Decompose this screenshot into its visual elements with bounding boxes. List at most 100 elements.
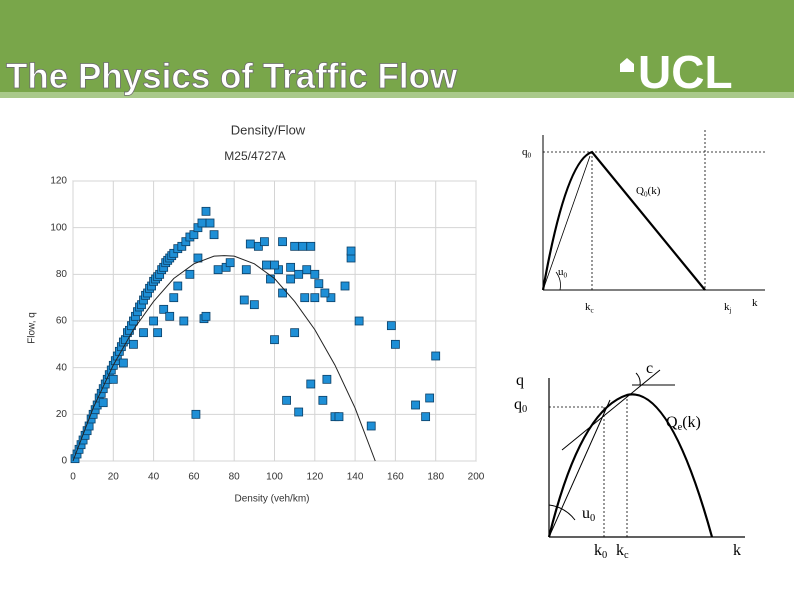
scatter-point (205, 218, 215, 228)
y-tick-label: 0 (61, 456, 67, 467)
scatter-point (153, 328, 163, 338)
label-base: q (514, 396, 522, 413)
label-suffix: (k) (682, 414, 701, 431)
scatter-point (118, 358, 128, 368)
diagram-label: u0 (558, 266, 568, 279)
scatter-point (421, 412, 431, 422)
scatter-point (253, 241, 263, 251)
scatter-point (241, 265, 251, 275)
scatter-point (390, 339, 400, 349)
fit-curve (72, 255, 376, 462)
scatter-point (262, 260, 271, 270)
scatter-point (318, 395, 328, 405)
x-tick-label: 80 (229, 472, 241, 483)
scatter-point (310, 293, 320, 303)
label-base: Q (666, 414, 678, 431)
scatter-point (322, 374, 332, 384)
scatter-point (300, 293, 310, 303)
scatter-point (201, 206, 211, 216)
diagram-label: k0 (594, 542, 607, 562)
scatter-point (290, 328, 300, 338)
label-base: c (646, 360, 653, 377)
x-axis-label: Density (veh/km) (234, 494, 309, 505)
secant-line (548, 399, 611, 538)
angle-arc (635, 372, 641, 386)
diagram-label: kj (724, 301, 732, 314)
scatter-point (306, 241, 316, 251)
header-stripe (0, 92, 794, 98)
label-subscript: 0 (602, 550, 607, 561)
scatter-point (340, 281, 350, 291)
scatter-point (302, 265, 312, 275)
scatter-point (185, 269, 195, 279)
x-tick-label: 200 (468, 472, 485, 483)
y-tick-label: 80 (56, 269, 68, 280)
label-subscript: 0 (590, 513, 595, 524)
label-subscript: c (624, 550, 629, 561)
x-tick-label: 20 (108, 472, 120, 483)
diagram-label: Qe(k) (666, 414, 701, 434)
scatter-point (334, 412, 344, 422)
scatter-point (298, 241, 308, 251)
label-base: k (724, 301, 730, 313)
label-base: u (558, 266, 564, 278)
scatter-point (173, 281, 183, 291)
scatter-point (294, 269, 304, 279)
diagram-label: u0 (582, 505, 595, 525)
y-tick-label: 20 (56, 409, 68, 420)
label-subscript: 0 (644, 190, 648, 198)
scatter-point (179, 316, 189, 326)
tangent-line (542, 155, 591, 291)
scatter-point (249, 300, 259, 310)
scatter-point (270, 260, 279, 270)
scatter-point (260, 237, 269, 247)
scatter-point (245, 239, 255, 249)
x-tick-label: 40 (148, 472, 160, 483)
scatter-point (294, 407, 304, 417)
diagram-label: Q0(k) (636, 185, 661, 198)
diagram-label: k (752, 297, 758, 309)
scatter-point (139, 328, 148, 338)
header-band (0, 0, 794, 92)
diagram-label: kc (585, 301, 594, 314)
scatter-point (366, 421, 376, 431)
logo-text: UCL (638, 46, 733, 98)
scatter-point (431, 351, 441, 361)
slide-title: The Physics of Traffic Flow (6, 57, 458, 96)
scatter-point (201, 311, 211, 321)
flow-curve (547, 393, 714, 538)
flow-curve (541, 150, 706, 291)
angle-arc (555, 271, 561, 291)
scatter-point (129, 339, 138, 349)
scatter-point (191, 409, 201, 419)
scatter-point (310, 269, 320, 279)
label-subscript: 0 (522, 404, 527, 415)
x-tick-label: 0 (70, 472, 76, 483)
label-subscript: 0 (564, 271, 568, 279)
label-base: Q (636, 185, 644, 197)
label-base: q (516, 372, 524, 389)
label-base: u (582, 505, 590, 522)
scatter-point (278, 237, 287, 247)
scatter-chart: Density/Flow M25/4727A Density (veh/km) … (27, 122, 485, 504)
chart-title: Density/Flow (231, 122, 306, 137)
scatter-point (326, 293, 336, 303)
scatter-point (411, 400, 420, 410)
x-tick-label: 140 (347, 472, 364, 483)
logo-icon (620, 58, 634, 72)
y-tick-label: 120 (50, 176, 67, 187)
scatter-point (320, 288, 330, 298)
scatter-point (165, 311, 175, 321)
label-subscript: e (678, 422, 683, 433)
y-tick-label: 100 (50, 222, 67, 233)
angle-arc (548, 504, 576, 521)
x-tick-label: 100 (266, 472, 283, 483)
diagram-label: kc (616, 542, 629, 562)
label-base: k (752, 297, 758, 309)
x-tick-label: 120 (306, 472, 323, 483)
x-tick-label: 160 (387, 472, 404, 483)
label-suffix: (k) (648, 185, 661, 197)
